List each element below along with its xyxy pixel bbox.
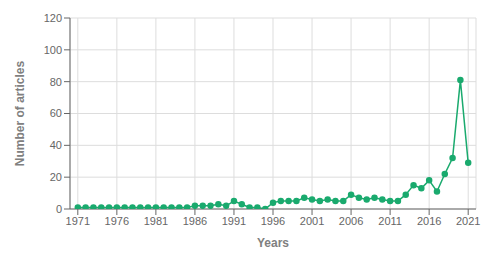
svg-text:2016: 2016 — [417, 215, 441, 227]
svg-text:1971: 1971 — [66, 215, 90, 227]
svg-text:40: 40 — [50, 139, 62, 151]
svg-text:1996: 1996 — [261, 215, 285, 227]
svg-text:1981: 1981 — [144, 215, 168, 227]
svg-text:0: 0 — [56, 203, 62, 215]
svg-text:Number of articles: Number of articles — [13, 60, 27, 166]
svg-text:2021: 2021 — [456, 215, 480, 227]
svg-text:80: 80 — [50, 76, 62, 88]
svg-text:20: 20 — [50, 171, 62, 183]
svg-text:2001: 2001 — [300, 215, 324, 227]
svg-text:Years: Years — [257, 236, 289, 250]
svg-text:2011: 2011 — [378, 215, 402, 227]
svg-text:100: 100 — [44, 44, 62, 56]
svg-text:120: 120 — [44, 12, 62, 24]
svg-text:1991: 1991 — [222, 215, 246, 227]
svg-text:1976: 1976 — [105, 215, 129, 227]
svg-text:1986: 1986 — [183, 215, 207, 227]
svg-text:2006: 2006 — [339, 215, 363, 227]
svg-text:60: 60 — [50, 107, 62, 119]
